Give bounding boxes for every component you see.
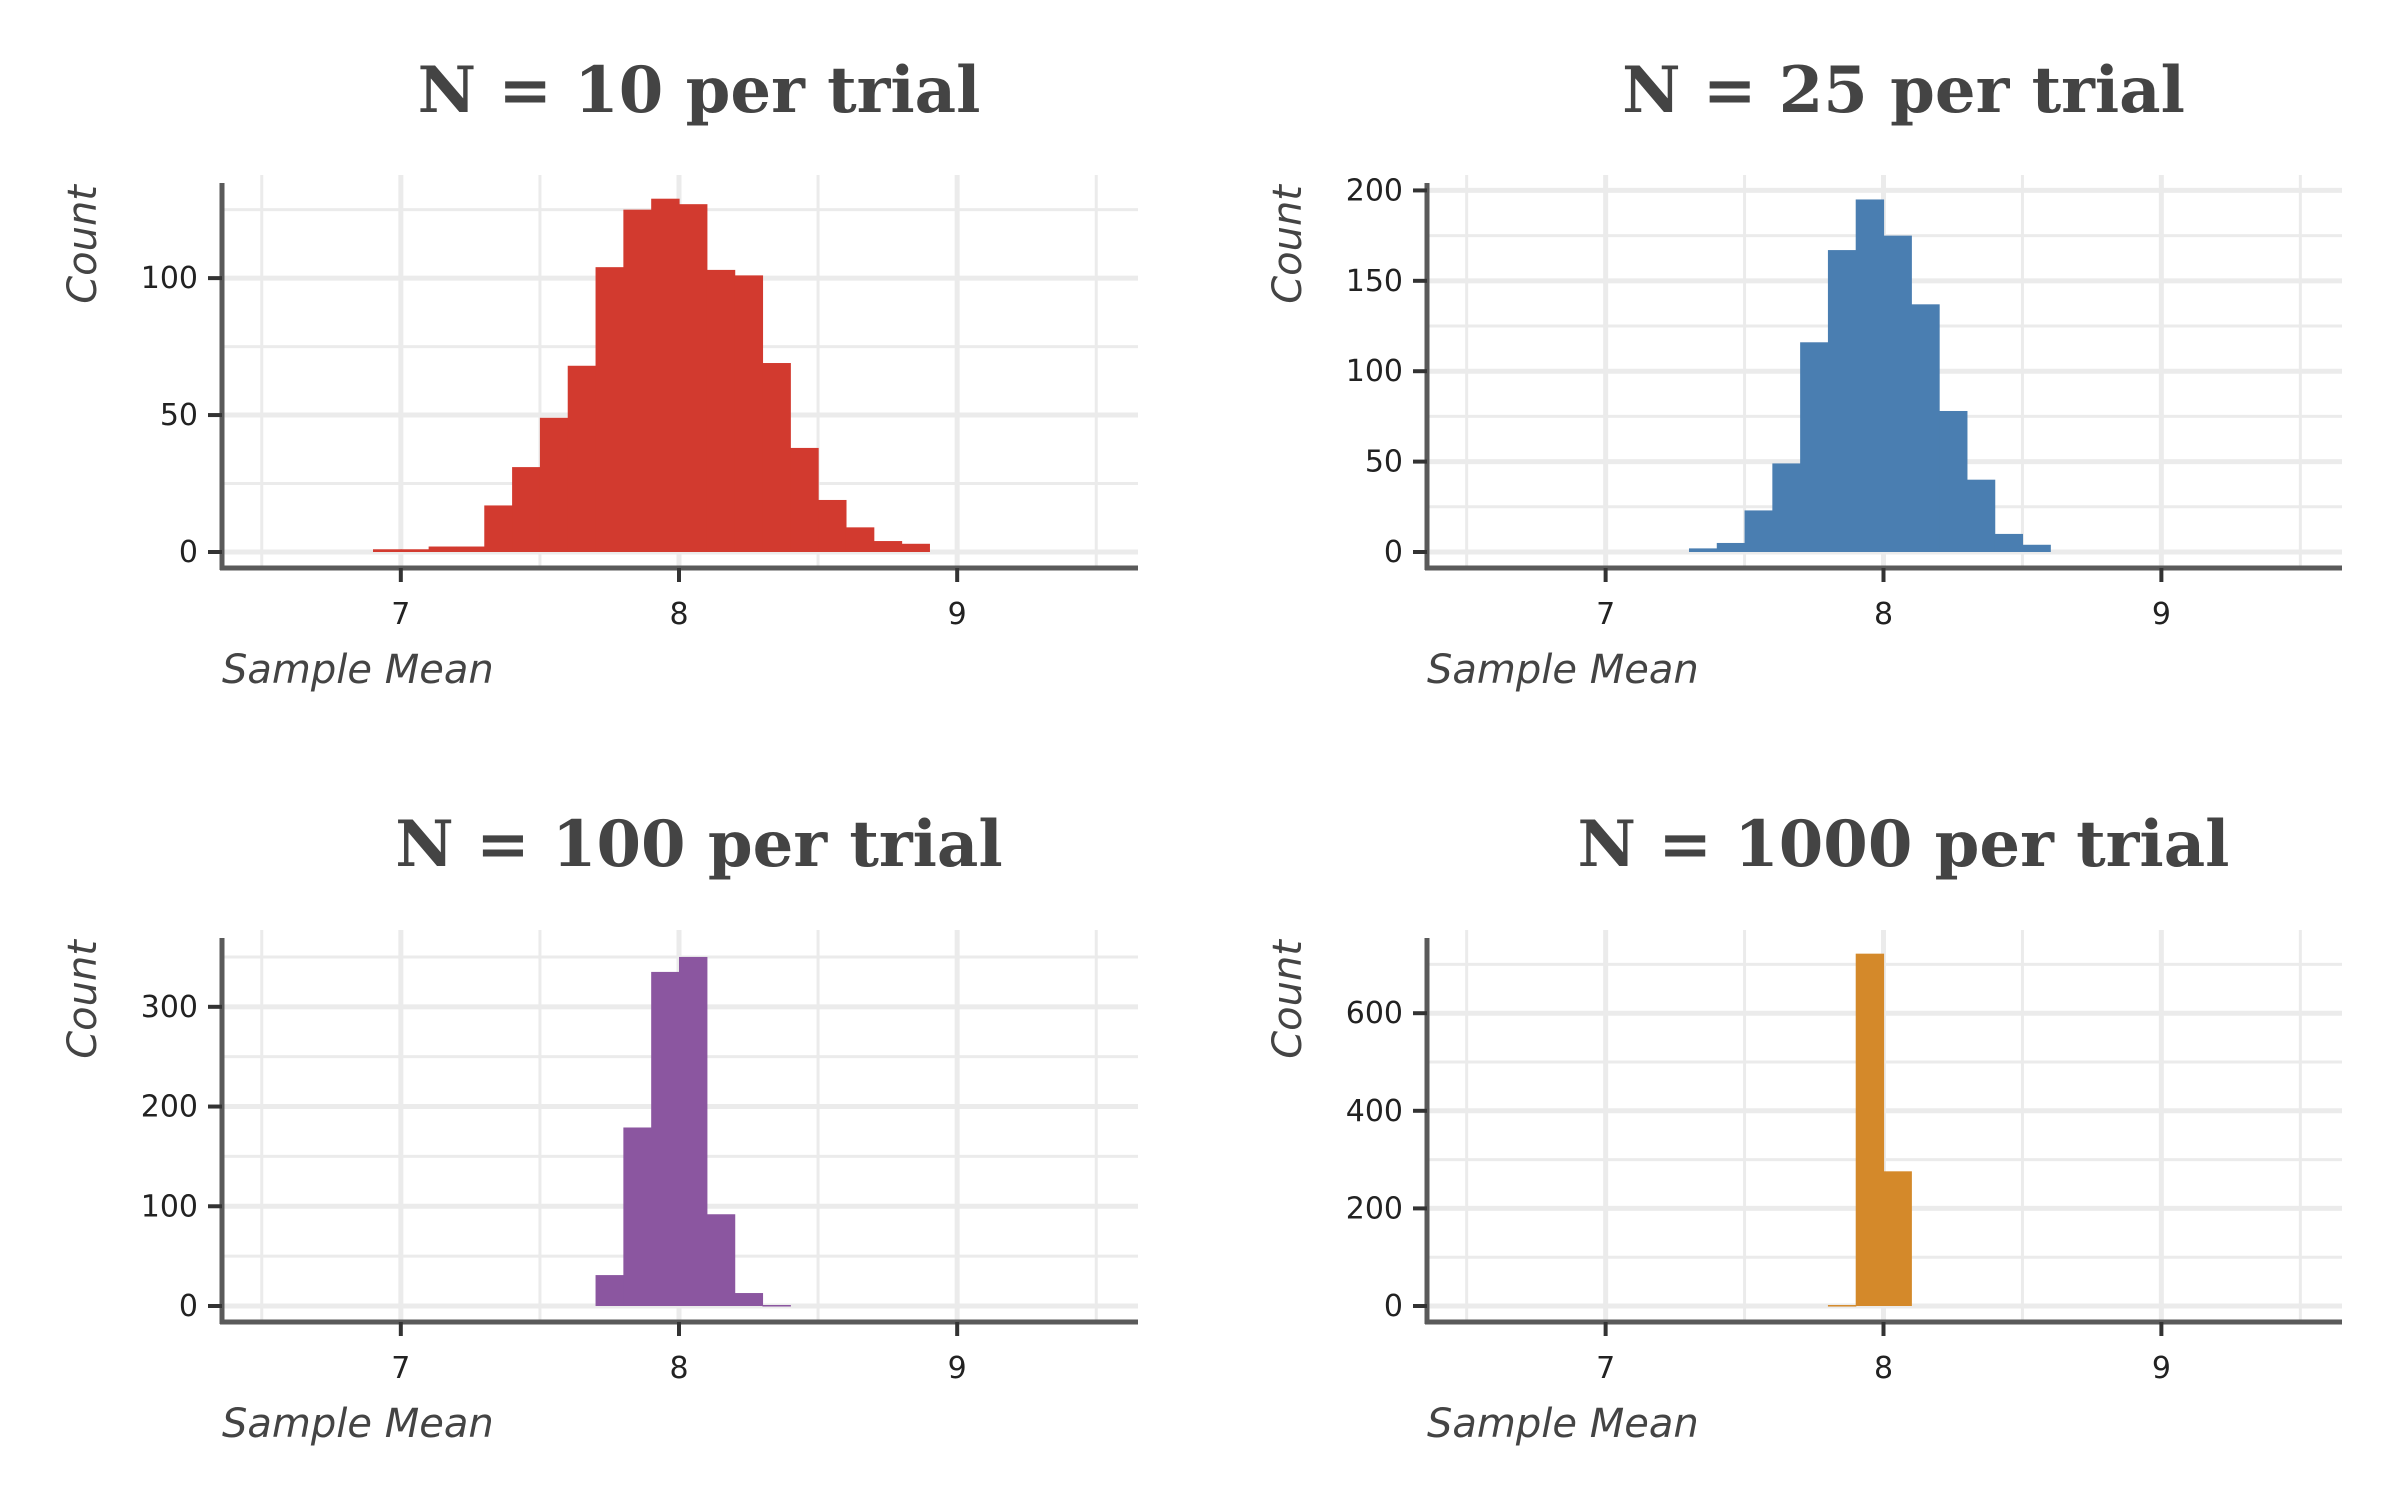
panel-title: N = 25 per trial: [1622, 53, 2185, 128]
x-tick-label: 8: [1874, 1351, 1893, 1386]
histogram-bar: [734, 1293, 764, 1306]
y-axis-title: Count: [1265, 184, 1311, 304]
x-axis-title: Sample Mean: [1427, 1401, 1699, 1447]
histogram-bar: [1966, 479, 1996, 552]
histogram-bar: [1688, 548, 1718, 552]
histogram-bar: [901, 543, 930, 552]
histogram-bar: [706, 269, 736, 552]
histogram-bar: [873, 541, 903, 552]
histogram-bar: [623, 1127, 652, 1306]
histogram-bar: [1716, 542, 1746, 552]
y-tick-label: 300: [141, 990, 198, 1025]
panel-n1000: N = 1000 per trial Sample Mean Count 0 20…: [1265, 807, 2342, 1447]
histogram-bar: [651, 971, 680, 1306]
histogram-bar: [456, 546, 485, 552]
panel-title: N = 10 per trial: [418, 53, 981, 128]
histogram-bar: [790, 447, 819, 552]
histogram-bar: [1772, 463, 1801, 552]
panel-n25: N = 25 per trial Sample Mean Count 0 50 10…: [1265, 53, 2342, 693]
y-tick-label: 200: [1346, 1191, 1403, 1226]
histogram-bars: [595, 956, 791, 1307]
y-tick-label: 0: [1384, 1289, 1403, 1324]
x-axis-title: Sample Mean: [222, 647, 494, 693]
histogram-bar: [651, 198, 680, 552]
histogram-bars: [373, 198, 930, 553]
histogram-bar: [734, 275, 764, 552]
histogram-bar: [2022, 544, 2051, 552]
histogram-bar: [1800, 342, 1829, 552]
histogram-bar: [512, 467, 541, 552]
histogram-bar: [762, 363, 791, 552]
x-tick-label: 9: [948, 1351, 967, 1386]
panel-n100: N = 100 per trial Sample Mean Count 0 100…: [60, 807, 1138, 1447]
x-axis-title: Sample Mean: [222, 1401, 494, 1447]
panel-title: N = 100 per trial: [395, 807, 1002, 882]
x-tick-label: 9: [948, 597, 967, 632]
histogram-bar: [1855, 199, 1885, 552]
y-tick-label: 100: [141, 261, 198, 296]
panel-n10: N = 10 per trial Sample Mean Count 0 50 10…: [60, 53, 1138, 693]
histogram-bars: [1688, 199, 2051, 552]
histogram-bar: [679, 956, 708, 1306]
histogram-bar: [679, 204, 708, 553]
histogram-bar: [762, 1305, 791, 1307]
histogram-bar: [400, 549, 430, 552]
y-tick-label: 0: [1384, 535, 1403, 570]
y-tick-label: 400: [1346, 1094, 1403, 1129]
y-tick-label: 50: [1365, 445, 1403, 480]
y-axis-title: Count: [1265, 939, 1311, 1059]
y-tick-label: 100: [1346, 354, 1403, 389]
x-tick-label: 7: [391, 597, 410, 632]
y-tick-label: 100: [141, 1189, 198, 1224]
y-tick-label: 600: [1346, 996, 1403, 1031]
x-tick-label: 9: [2152, 597, 2171, 632]
x-axis-title: Sample Mean: [1427, 647, 1699, 693]
y-axis-title: Count: [60, 184, 106, 304]
histogram-bar: [818, 499, 847, 552]
histogram-bar: [1994, 533, 2024, 552]
y-tick-label: 50: [160, 398, 198, 433]
x-tick-label: 7: [1596, 1351, 1615, 1386]
histogram-bar: [1855, 953, 1885, 1306]
histogram-bar: [1911, 304, 1940, 552]
x-tick-label: 8: [669, 1351, 688, 1386]
panel-title: N = 1000 per trial: [1578, 807, 2230, 882]
x-tick-label: 8: [1874, 597, 1893, 632]
histogram-bar: [1939, 410, 1968, 552]
histogram-bars: [1827, 953, 1912, 1307]
histogram-bar: [1827, 1305, 1857, 1307]
y-tick-label: 150: [1346, 264, 1403, 299]
histogram-bar: [484, 505, 513, 552]
histogram-bar: [595, 267, 624, 552]
y-tick-label: 0: [179, 535, 198, 570]
histogram-bar: [623, 209, 652, 553]
y-tick-label: 200: [1346, 173, 1403, 208]
y-axis-title: Count: [60, 939, 106, 1059]
x-tick-label: 9: [2152, 1351, 2171, 1386]
histogram-bar: [1883, 235, 1912, 552]
histogram-bar: [1883, 1171, 1912, 1306]
histogram-bar: [539, 417, 569, 552]
histogram-bar: [1744, 510, 1773, 552]
histogram-bar: [845, 527, 875, 552]
histogram-bar: [595, 1275, 624, 1306]
x-tick-label: 7: [1596, 597, 1615, 632]
x-tick-label: 8: [669, 597, 688, 632]
histogram-bar: [373, 549, 402, 552]
histogram-bar: [1827, 250, 1857, 552]
y-tick-label: 200: [141, 1090, 198, 1125]
y-tick-label: 0: [179, 1289, 198, 1324]
histogram-bar: [567, 365, 597, 552]
x-tick-label: 7: [391, 1351, 410, 1386]
histogram-bar: [706, 1214, 736, 1306]
histogram-bar: [428, 546, 458, 552]
